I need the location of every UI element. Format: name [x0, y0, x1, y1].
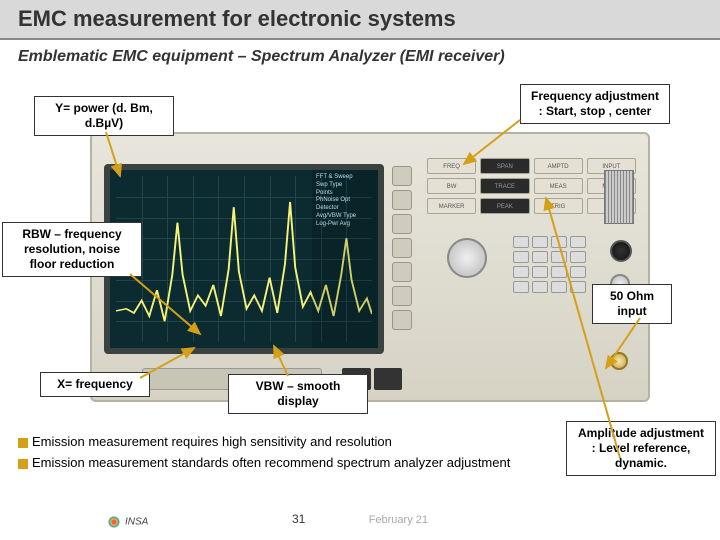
- bullet-icon: [18, 459, 28, 469]
- bullet-text: Emission measurement standards often rec…: [32, 455, 510, 470]
- panel-button[interactable]: TRACE: [480, 178, 529, 194]
- usb-port[interactable]: [374, 368, 403, 390]
- callout-vbw: VBW – smooth display: [228, 374, 368, 414]
- subtitle: Emblematic EMC equipment – Spectrum Anal…: [0, 40, 720, 74]
- bullet-list: Emission measurement requires high sensi…: [18, 434, 560, 476]
- page-title: EMC measurement for electronic systems: [18, 6, 702, 32]
- softkey[interactable]: [392, 214, 412, 234]
- keypad-key[interactable]: [532, 281, 548, 293]
- panel-button[interactable]: FREQ: [427, 158, 476, 174]
- keypad-key[interactable]: [551, 236, 567, 248]
- keypad-key[interactable]: [513, 266, 529, 278]
- panel-button[interactable]: MEAS: [534, 178, 583, 194]
- control-panel: FREQSPANAMPTDINPUT BWTRACEMEASMODE MARKE…: [427, 158, 636, 388]
- panel-button[interactable]: TRIG: [534, 198, 583, 214]
- keypad-key[interactable]: [513, 251, 529, 263]
- panel-button[interactable]: AMPTD: [534, 158, 583, 174]
- header-bar: EMC measurement for electronic systems: [0, 0, 720, 40]
- keypad-key[interactable]: [551, 251, 567, 263]
- softkey[interactable]: [392, 310, 412, 330]
- callout-50ohm: 50 Ohm input: [592, 284, 672, 324]
- footer: 31 February 21: [0, 512, 720, 526]
- callout-y-axis: Y= power (d. Bm, d.BµV): [34, 96, 174, 136]
- callout-amplitude: Amplitude adjustment : Level reference, …: [566, 421, 716, 476]
- bullet-icon: [18, 438, 28, 448]
- spectrum-analyzer: FFT & SweepSwp TypePointsPhNoise OptDete…: [90, 132, 650, 402]
- analyzer-screen: FFT & SweepSwp TypePointsPhNoise OptDete…: [104, 164, 384, 354]
- keypad-key[interactable]: [570, 281, 586, 293]
- softkey[interactable]: [392, 190, 412, 210]
- callout-freq-adjust: Frequency adjustment : Start, stop , cen…: [520, 84, 670, 124]
- keypad-key[interactable]: [551, 281, 567, 293]
- footer-date: February 21: [369, 514, 428, 526]
- bullet-text: Emission measurement requires high sensi…: [32, 434, 392, 449]
- keypad-key[interactable]: [551, 266, 567, 278]
- keypad-key[interactable]: [532, 251, 548, 263]
- callout-rbw: RBW – frequency resolution, noise floor …: [2, 222, 142, 277]
- keypad-key[interactable]: [532, 266, 548, 278]
- panel-button[interactable]: MARKER: [427, 198, 476, 214]
- keypad-key[interactable]: [570, 236, 586, 248]
- stage: FFT & SweepSwp TypePointsPhNoise OptDete…: [0, 74, 720, 534]
- softkey-column: [392, 166, 412, 330]
- softkey[interactable]: [392, 166, 412, 186]
- panel-button[interactable]: PEAK: [480, 198, 529, 214]
- bullet-item: Emission measurement standards often rec…: [18, 455, 560, 470]
- softkey[interactable]: [392, 286, 412, 306]
- probe-port[interactable]: [610, 240, 632, 262]
- softkey[interactable]: [392, 262, 412, 282]
- panel-button[interactable]: BW: [427, 178, 476, 194]
- screen-side-menu: FFT & SweepSwp TypePointsPhNoise OptDete…: [312, 170, 378, 348]
- bullet-item: Emission measurement requires high sensi…: [18, 434, 560, 449]
- speaker-vent: [604, 170, 634, 224]
- callout-x-axis: X= frequency: [40, 372, 150, 397]
- tuning-knob[interactable]: [447, 238, 487, 278]
- softkey[interactable]: [392, 238, 412, 258]
- keypad-key[interactable]: [513, 281, 529, 293]
- keypad-key[interactable]: [570, 266, 586, 278]
- numeric-keypad[interactable]: [513, 236, 586, 293]
- keypad-key[interactable]: [532, 236, 548, 248]
- rf-input-port[interactable]: [610, 352, 628, 370]
- panel-button[interactable]: SPAN: [480, 158, 529, 174]
- keypad-key[interactable]: [513, 236, 529, 248]
- keypad-key[interactable]: [570, 251, 586, 263]
- page-number: 31: [292, 512, 305, 526]
